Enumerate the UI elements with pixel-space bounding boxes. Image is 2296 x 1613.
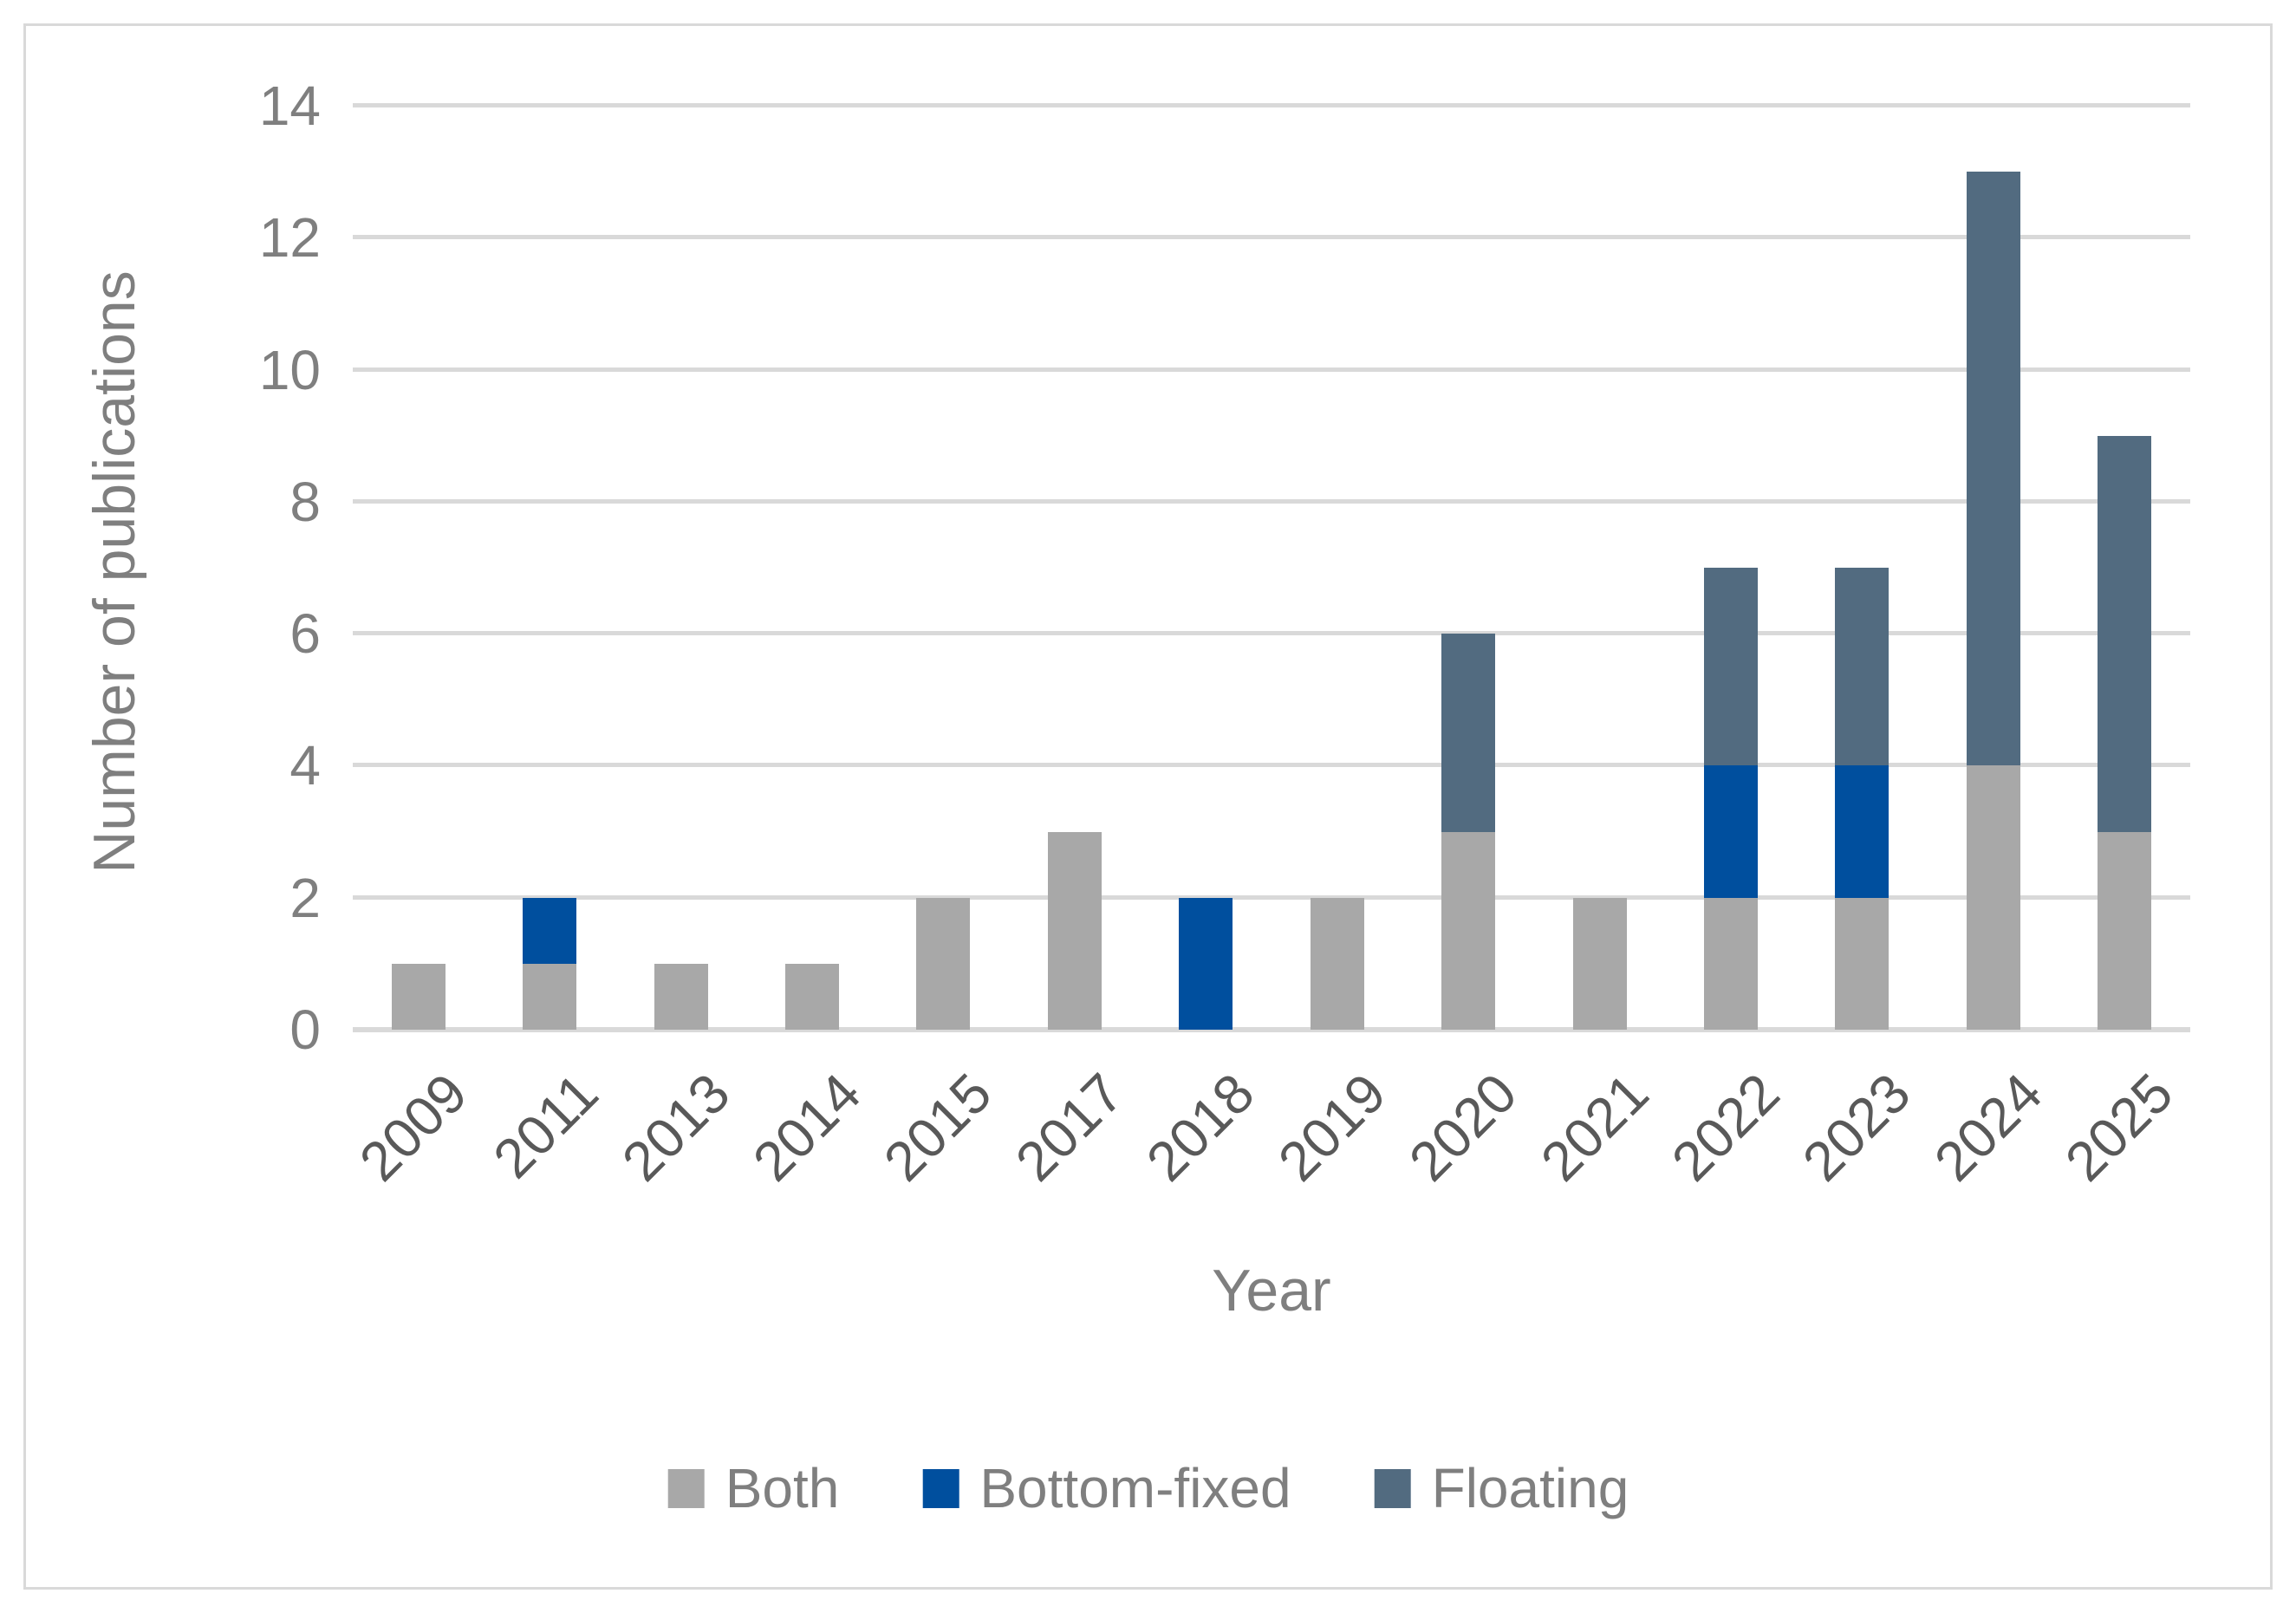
bar-segment-floating-2020 xyxy=(1441,634,1496,832)
bar-segment-both-2011 xyxy=(523,963,577,1030)
bar-2021 xyxy=(1572,106,1627,1030)
legend-item-bottom-fixed: Bottom-fixed xyxy=(922,1456,1291,1520)
gridline-2 xyxy=(353,894,2190,900)
bar-segment-bottom-fixed-2011 xyxy=(523,897,577,964)
legend-label-floating: Floating xyxy=(1431,1457,1629,1519)
bar-2023 xyxy=(1835,106,1889,1030)
legend-item-floating: Floating xyxy=(1374,1456,1629,1520)
bar-2009 xyxy=(391,106,446,1030)
bar-segment-bottom-fixed-2022 xyxy=(1704,765,1758,898)
bar-2022 xyxy=(1704,106,1758,1030)
bar-segment-both-2021 xyxy=(1572,897,1627,1030)
plot-area xyxy=(353,103,2190,1032)
bar-2025 xyxy=(2098,106,2152,1030)
bar-2014 xyxy=(785,106,839,1030)
gridline-10 xyxy=(353,367,2190,372)
legend-swatch-floating xyxy=(1374,1468,1411,1508)
bar-segment-both-2015 xyxy=(916,897,971,1030)
bar-segment-both-2022 xyxy=(1704,897,1758,1030)
bar-2017 xyxy=(1047,106,1102,1030)
gridline-4 xyxy=(353,763,2190,768)
legend-swatch-bottom-fixed xyxy=(922,1468,959,1508)
y-tick-label-12: 12 xyxy=(258,206,321,270)
legend-label-bottom-fixed: Bottom-fixed xyxy=(979,1457,1291,1519)
legend-swatch-both xyxy=(667,1468,705,1508)
bar-2013 xyxy=(654,106,708,1030)
bar-2015 xyxy=(916,106,971,1030)
bar-segment-both-2014 xyxy=(785,963,839,1030)
gridline-8 xyxy=(353,498,2190,504)
bar-segment-floating-2022 xyxy=(1704,568,1758,766)
x-axis-line xyxy=(353,1027,2190,1032)
bar-segment-both-2017 xyxy=(1047,831,1102,1030)
bar-2019 xyxy=(1310,106,1364,1030)
y-tick-label-0: 0 xyxy=(289,998,321,1061)
bar-segment-both-2023 xyxy=(1835,897,1889,1030)
bar-segment-floating-2024 xyxy=(1966,172,2020,766)
y-axis-tick-labels: 0 2 4 6 8 10 12 14 xyxy=(121,0,321,1613)
gridline-6 xyxy=(353,631,2190,636)
bar-segment-bottom-fixed-2018 xyxy=(1179,897,1233,1030)
bar-segment-bottom-fixed-2023 xyxy=(1835,765,1889,898)
bar-segment-both-2009 xyxy=(391,963,446,1030)
y-tick-label-2: 2 xyxy=(289,866,321,929)
y-tick-label-6: 6 xyxy=(289,602,321,666)
legend-item-both: Both xyxy=(667,1456,840,1520)
legend-label-both: Both xyxy=(725,1457,840,1519)
bar-2018 xyxy=(1179,106,1233,1030)
gridline-12 xyxy=(353,235,2190,240)
x-axis-title: Year xyxy=(1212,1258,1331,1324)
y-tick-label-10: 10 xyxy=(258,338,321,401)
gridline-14 xyxy=(353,103,2190,107)
bar-segment-both-2019 xyxy=(1310,897,1364,1030)
y-tick-label-4: 4 xyxy=(289,734,321,797)
y-tick-label-14: 14 xyxy=(258,75,321,137)
bar-segment-both-2013 xyxy=(654,963,708,1030)
bar-2011 xyxy=(523,106,577,1030)
bar-segment-both-2020 xyxy=(1441,831,1496,1030)
bar-segment-floating-2025 xyxy=(2098,435,2152,832)
legend: Both Bottom-fixed Floating xyxy=(667,1456,1629,1520)
bar-2020 xyxy=(1441,106,1496,1030)
bar-segment-floating-2023 xyxy=(1835,568,1889,766)
chart-frame xyxy=(23,23,2273,1590)
bar-segment-both-2024 xyxy=(1966,765,2020,1030)
bar-2024 xyxy=(1966,106,2020,1030)
bar-segment-both-2025 xyxy=(2098,831,2152,1030)
y-tick-label-8: 8 xyxy=(289,470,321,533)
